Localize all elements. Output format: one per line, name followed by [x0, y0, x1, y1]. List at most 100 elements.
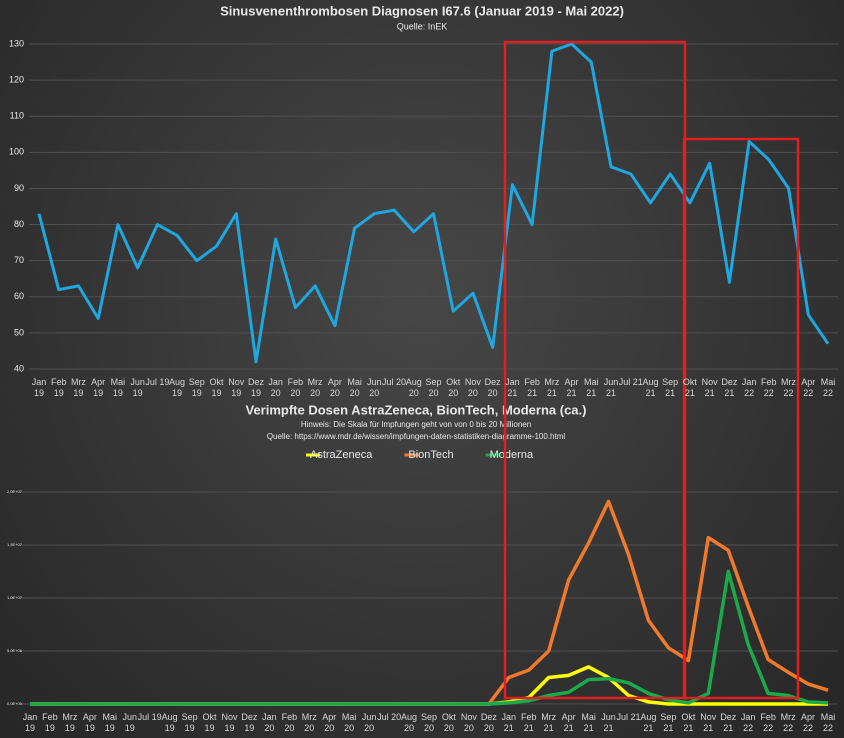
- x-tick-label: Nov 20: [460, 712, 477, 733]
- x-tick-label: Apr 20: [327, 377, 342, 398]
- x-tick-label: Aug 21: [640, 712, 657, 733]
- x-tick-label: Apr 19: [82, 712, 97, 733]
- x-tick-label: Jan 22: [741, 377, 757, 398]
- x-tick-label: Aug 20: [405, 377, 422, 398]
- y-tick-label: 1,0E+07: [7, 595, 23, 600]
- line: [30, 569, 829, 706]
- x-tick-label: Jun 21: [603, 377, 619, 398]
- x-tick-label: Jun 20: [361, 712, 377, 733]
- x-tick-label: Aug 19: [161, 712, 178, 733]
- x-tick-label: Mrz 21: [541, 712, 557, 733]
- x-tick-label: Dez 20: [480, 712, 497, 733]
- chart-subtitle: Quelle: InEK: [397, 21, 448, 31]
- x-tick-label: Feb 22: [760, 712, 776, 733]
- x-tick-label: Dez 19: [247, 377, 264, 398]
- x-tick-label: Jul 19: [145, 377, 170, 387]
- x-tick-label: Okt 21: [682, 377, 697, 398]
- x-tick-label: Okt 20: [441, 712, 456, 733]
- y-tick-label: 40: [14, 363, 24, 373]
- x-tick-label: Mrz 22: [780, 712, 796, 733]
- x-tick-label: Sep 19: [188, 377, 205, 398]
- x-tick-label: Nov 21: [701, 377, 718, 398]
- y-tick-label: 130: [9, 38, 24, 48]
- x-tick-label: Okt 19: [202, 712, 217, 733]
- x-tick-label: Sep 20: [425, 377, 442, 398]
- x-tick-label: Jul 21: [616, 712, 641, 722]
- x-tick-label: Apr 21: [564, 377, 579, 398]
- x-tick-label: Apr 22: [801, 712, 816, 733]
- x-tick-label: Sep 21: [662, 377, 679, 398]
- x-tick-label: Mrz 19: [70, 377, 86, 398]
- x-tick-label: Nov 21: [700, 712, 717, 733]
- x-tick-label: Sep 19: [181, 712, 198, 733]
- x-tick-label: Feb 22: [761, 377, 777, 398]
- x-tick-label: Jul 20: [377, 712, 402, 722]
- x-tick-label: Jan 22: [740, 712, 756, 733]
- x-tick-label: Mrz 20: [307, 377, 323, 398]
- x-tick-label: Mrz 19: [62, 712, 78, 733]
- x-tick-label: Nov 20: [464, 377, 481, 398]
- x-tick-label: Dez 21: [720, 712, 737, 733]
- x-tick-label: Aug 21: [642, 377, 659, 398]
- chart-subtitle: Hinweis: Die Skala für Impfungen geht vo…: [301, 420, 531, 429]
- legend-label: AstraZeneca: [310, 449, 373, 461]
- x-tick-label: Feb 21: [520, 712, 537, 733]
- x-tick-label: Jan 19: [22, 712, 38, 733]
- y-tick-label: 2,0E+07: [7, 489, 23, 494]
- y-tick-label: 60: [14, 291, 24, 301]
- x-tick-label: Jun 21: [601, 712, 616, 733]
- x-tick-label: Sep 20: [420, 712, 437, 733]
- x-tick-label: Jan 19: [31, 377, 47, 398]
- x-tick-label: Feb 20: [287, 377, 304, 398]
- x-tick-label: Jun 20: [367, 377, 382, 398]
- line: [30, 499, 829, 706]
- x-tick-label: Mrz 20: [301, 712, 317, 733]
- y-tick-label: 90: [14, 183, 24, 193]
- x-tick-label: Okt 19: [209, 377, 224, 398]
- x-tick-label: Apr 20: [322, 712, 337, 733]
- x-tick-label: Jun 19: [122, 712, 137, 733]
- y-tick-label: 70: [14, 255, 24, 265]
- x-tick-label: Apr 22: [801, 377, 816, 398]
- highlight-box: [503, 40, 687, 700]
- x-tick-label: Mai 20: [341, 712, 357, 733]
- x-tick-label: Jan 21: [505, 377, 520, 398]
- y-tick-label: 110: [10, 111, 24, 121]
- x-tick-label: Mai 19: [110, 377, 126, 398]
- x-tick-label: Mai 22: [820, 377, 836, 398]
- x-tick-label: Aug 20: [401, 712, 418, 733]
- x-tick-label: Dez 19: [241, 712, 258, 733]
- chart-title: Sinusvenenthrombosen Diagnosen I67.6 (Ja…: [220, 3, 624, 18]
- x-tick-label: Jul 20: [382, 377, 407, 387]
- x-tick-label: Jan 20: [262, 712, 277, 733]
- x-tick-label: Jul 19: [137, 712, 162, 722]
- y-tick-label: 5,0E+06: [7, 648, 23, 653]
- y-tick-label: 100: [9, 147, 24, 157]
- x-tick-label: Nov 19: [228, 377, 245, 398]
- line: [37, 42, 830, 364]
- x-tick-label: Feb 20: [281, 712, 298, 733]
- x-tick-label: Mai 21: [581, 712, 596, 733]
- x-tick-label: Feb 21: [524, 377, 540, 398]
- x-tick-label: Apr 21: [561, 712, 576, 733]
- x-tick-label: Jun 19: [130, 377, 145, 398]
- x-tick-label: Dez 20: [484, 377, 501, 398]
- x-tick-label: Jul 21: [618, 377, 643, 387]
- x-tick-label: Nov 19: [221, 712, 238, 733]
- chart-title: Verimpfte Dosen AstraZeneca, BionTech, M…: [246, 402, 587, 417]
- x-tick-label: Mai 21: [584, 377, 599, 398]
- chart-source: Quelle: https://www.mdr.de/wissen/impfun…: [267, 432, 566, 441]
- x-tick-label: Mai 20: [347, 377, 362, 398]
- x-tick-label: Mrz 21: [544, 377, 560, 398]
- legend-label: Moderna: [490, 449, 534, 461]
- x-tick-label: Sep 21: [660, 712, 677, 733]
- x-tick-label: Dez 21: [721, 377, 738, 398]
- x-tick-label: Feb 19: [50, 377, 67, 398]
- x-tick-label: Jan 20: [268, 377, 283, 398]
- x-tick-label: Mrz 22: [781, 377, 797, 398]
- x-tick-label: Mai 22: [820, 712, 836, 733]
- x-tick-label: Jan 21: [501, 712, 517, 733]
- y-tick-label: 120: [9, 74, 24, 84]
- highlight-box: [682, 137, 800, 700]
